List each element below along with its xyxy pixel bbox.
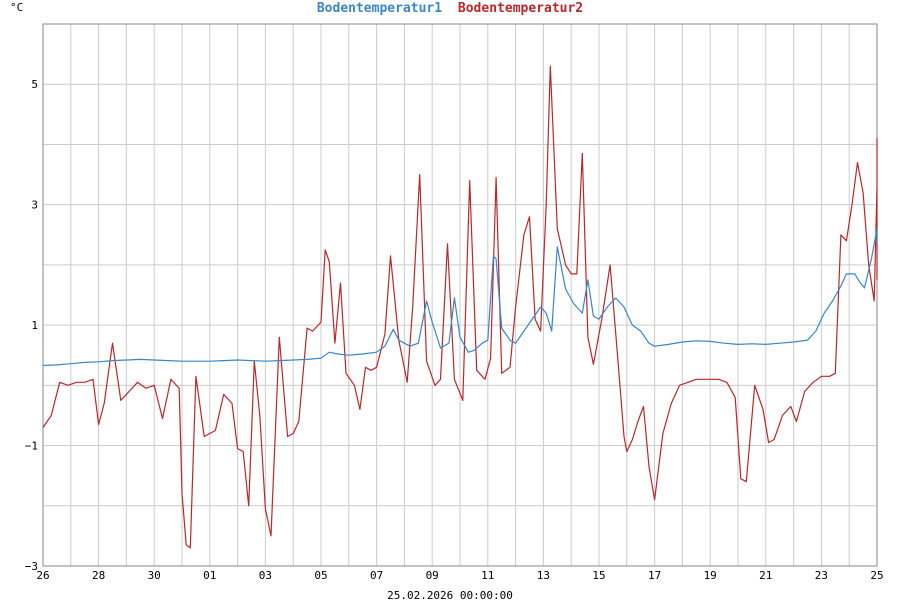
series-line-bodentemperatur2 (42, 65, 878, 549)
x-tick-label: 17 (648, 569, 661, 582)
x-tick-label: 03 (259, 569, 272, 582)
x-tick-label: 07 (370, 569, 383, 582)
x-tick-label: 19 (704, 569, 717, 582)
x-tick-label: 26 (36, 569, 49, 582)
x-tick-label: 01 (203, 569, 216, 582)
x-tick-label: 21 (759, 569, 772, 582)
y-axis-ticks: −3 −1 1 3 5 (25, 78, 38, 573)
y-tick-label: 3 (31, 199, 38, 212)
legend: Bodentemperatur1 Bodentemperatur2 (317, 1, 583, 16)
x-tick-label: 25 (870, 569, 883, 582)
grid-lines (43, 24, 877, 566)
series-line-bodentemperatur1 (42, 228, 878, 367)
series-layer (42, 65, 878, 549)
y-tick-label: 5 (31, 78, 38, 91)
y-axis-unit-label: °C (10, 1, 23, 14)
y-tick-label: 1 (31, 319, 38, 332)
y-tick-label: −1 (25, 440, 38, 453)
x-tick-label: 09 (426, 569, 439, 582)
x-tick-label: 23 (815, 569, 828, 582)
timestamp-label: 25.02.2026 00:00:00 (387, 589, 513, 600)
legend-entry-bodentemperatur1: Bodentemperatur1 (317, 1, 442, 16)
x-tick-label: 13 (537, 569, 550, 582)
legend-entry-bodentemperatur2: Bodentemperatur2 (458, 1, 583, 16)
x-tick-label: 05 (314, 569, 327, 582)
x-axis-ticks: 26 28 30 01 03 05 07 09 11 13 15 17 19 21 23 25 (36, 569, 883, 582)
plot-frame (42, 23, 878, 567)
y-tick-label: −3 (25, 560, 38, 573)
x-tick-label: 15 (592, 569, 605, 582)
x-tick-label: 28 (92, 569, 105, 582)
x-tick-label: 30 (148, 569, 161, 582)
x-tick-label: 11 (481, 569, 494, 582)
